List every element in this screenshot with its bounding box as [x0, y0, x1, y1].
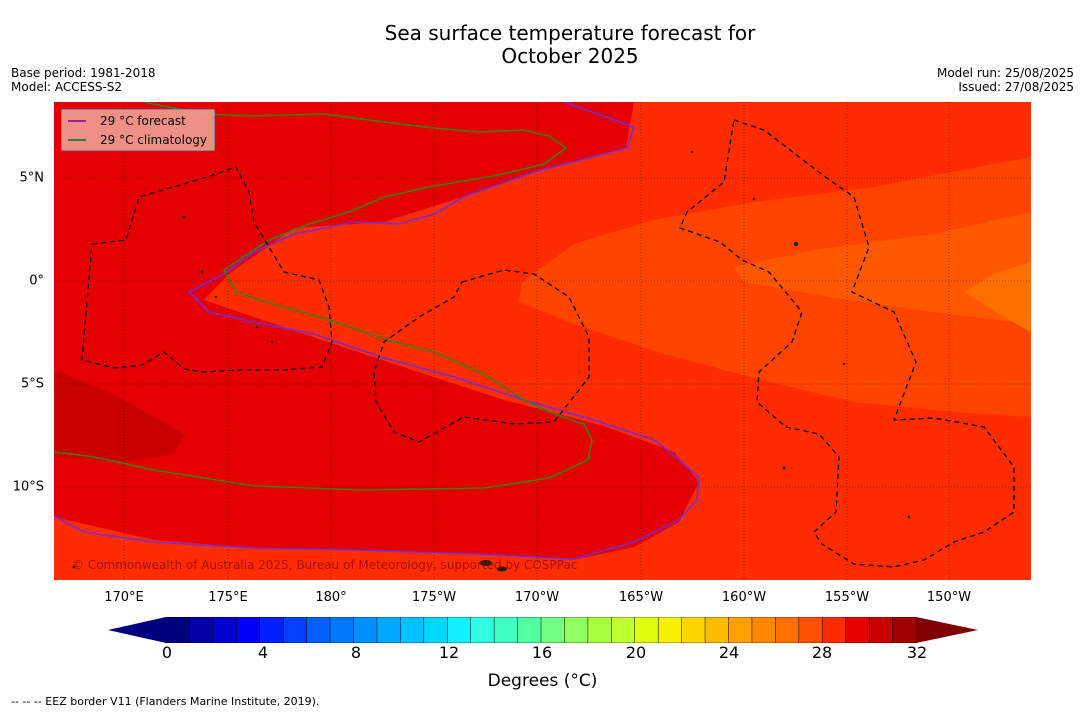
colorbar-cell [564, 617, 589, 643]
islands [72, 150, 911, 572]
colorbar-cell [400, 617, 425, 643]
colorbar-cell [189, 617, 214, 643]
colorbar-cell [728, 617, 753, 643]
climatology-line-swatch [68, 139, 86, 141]
colorbar-cell [775, 617, 800, 643]
sst-region-30-31 [54, 370, 184, 462]
lon-label-180: 180° [315, 590, 347, 605]
colorbar-cell [493, 617, 519, 643]
lat-label-10s: 10°S [12, 479, 44, 495]
colorbar-tick-4: 4 [257, 643, 269, 662]
colorbar-cell [165, 617, 191, 643]
meta-right: Model run: 25/08/2025 Issued: 27/08/2025 [937, 66, 1074, 94]
lon-label-175w: 175°W [411, 590, 457, 605]
colorbar-cell [681, 617, 706, 643]
colorbar-tick-0: 0 [161, 643, 173, 662]
lat-label-0: 0° [29, 273, 44, 289]
sst-region-29-30 [54, 102, 699, 560]
colorbar-cells [165, 617, 917, 643]
colorbar-cell [751, 617, 777, 643]
lon-label-155w: 155°W [824, 590, 870, 605]
colorbar-cell [236, 617, 261, 643]
colorbar-cell [259, 617, 285, 643]
lon-label-170e: 170°E [104, 590, 144, 605]
colorbar-cell [845, 617, 870, 643]
lat-label-5s: 5°S [20, 376, 44, 392]
colorbar-cell [470, 617, 495, 643]
lon-label-175e: 175°E [208, 590, 248, 605]
colorbar [108, 617, 978, 643]
legend-forecast-label: 29 °C forecast [100, 114, 186, 128]
colorbar-cell [634, 617, 660, 643]
colorbar-cell [611, 617, 636, 643]
issued-date: Issued: 27/08/2025 [958, 80, 1074, 94]
lon-label-165w: 165°W [618, 590, 664, 605]
eez-borders [81, 119, 1015, 568]
sst-map [54, 102, 1031, 580]
colorbar-cell [306, 617, 331, 643]
legend-item-climatology: 29 °C climatology [68, 132, 207, 148]
colorbar-over-arrow [916, 617, 978, 643]
colorbar-tick-16: 16 [531, 643, 553, 662]
contour-29c-climatology [54, 102, 593, 491]
colorbar-under-arrow [108, 617, 166, 643]
sst-region-25-26 [964, 262, 1031, 332]
colorbar-cell [376, 617, 402, 643]
eez-footnote: -- -- -- EEZ border V11 (Flanders Marine… [11, 695, 320, 708]
colorbar-cell [212, 617, 238, 643]
colorbar-tick-20: 20 [625, 643, 647, 662]
lon-label-170w: 170°W [514, 590, 560, 605]
copyright-notice: © Commonwealth of Australia 2025, Bureau… [72, 558, 578, 572]
sst-region-26-27 [734, 212, 1031, 324]
lon-label-160w: 160°W [721, 590, 767, 605]
model-name: Model: ACCESS-S2 [11, 80, 123, 94]
colorbar-cell [587, 617, 613, 643]
colorbar-cell [517, 617, 542, 643]
colorbar-cell [868, 617, 894, 643]
colorbar-tick-28: 28 [811, 643, 833, 662]
title-line-1: Sea surface temperature forecast for [384, 21, 756, 45]
graticule [54, 102, 1031, 580]
base-period: Base period: 1981-2018 [11, 66, 156, 80]
colorbar-cell [447, 617, 472, 643]
lon-label-150w: 150°W [926, 590, 972, 605]
colorbar-cell [353, 617, 378, 643]
colorbar-cell [657, 617, 683, 643]
colorbar-cell [704, 617, 730, 643]
model-run: Model run: 25/08/2025 [936, 66, 1074, 80]
colorbar-cell [540, 617, 566, 643]
colorbar-cell [892, 617, 917, 643]
legend-item-forecast: 29 °C forecast [68, 113, 186, 129]
colorbar-tick-24: 24 [718, 643, 740, 662]
map-title: Sea surface temperature forecast for Oct… [0, 22, 1085, 68]
sst-map-svg [54, 102, 1031, 580]
legend-climatology-label: 29 °C climatology [100, 133, 208, 147]
lat-label-5n: 5°N [19, 170, 45, 186]
title-line-2: October 2025 [501, 44, 639, 68]
colorbar-cell [282, 617, 308, 643]
colorbar-cell [798, 617, 824, 643]
colorbar-tick-32: 32 [906, 643, 928, 662]
colorbar-cell [423, 617, 449, 643]
colorbar-tick-8: 8 [350, 643, 362, 662]
colorbar-cell [822, 617, 847, 643]
colorbar-cell [329, 617, 355, 643]
contour-29c-forecast [54, 102, 700, 560]
colorbar-tick-12: 12 [438, 643, 460, 662]
forecast-line-swatch [68, 120, 86, 122]
colorbar-title: Degrees (°C) [487, 671, 598, 691]
map-legend: 29 °C forecast 29 °C climatology [61, 109, 215, 151]
meta-left: Base period: 1981-2018 Model: ACCESS-S2 [11, 66, 156, 94]
